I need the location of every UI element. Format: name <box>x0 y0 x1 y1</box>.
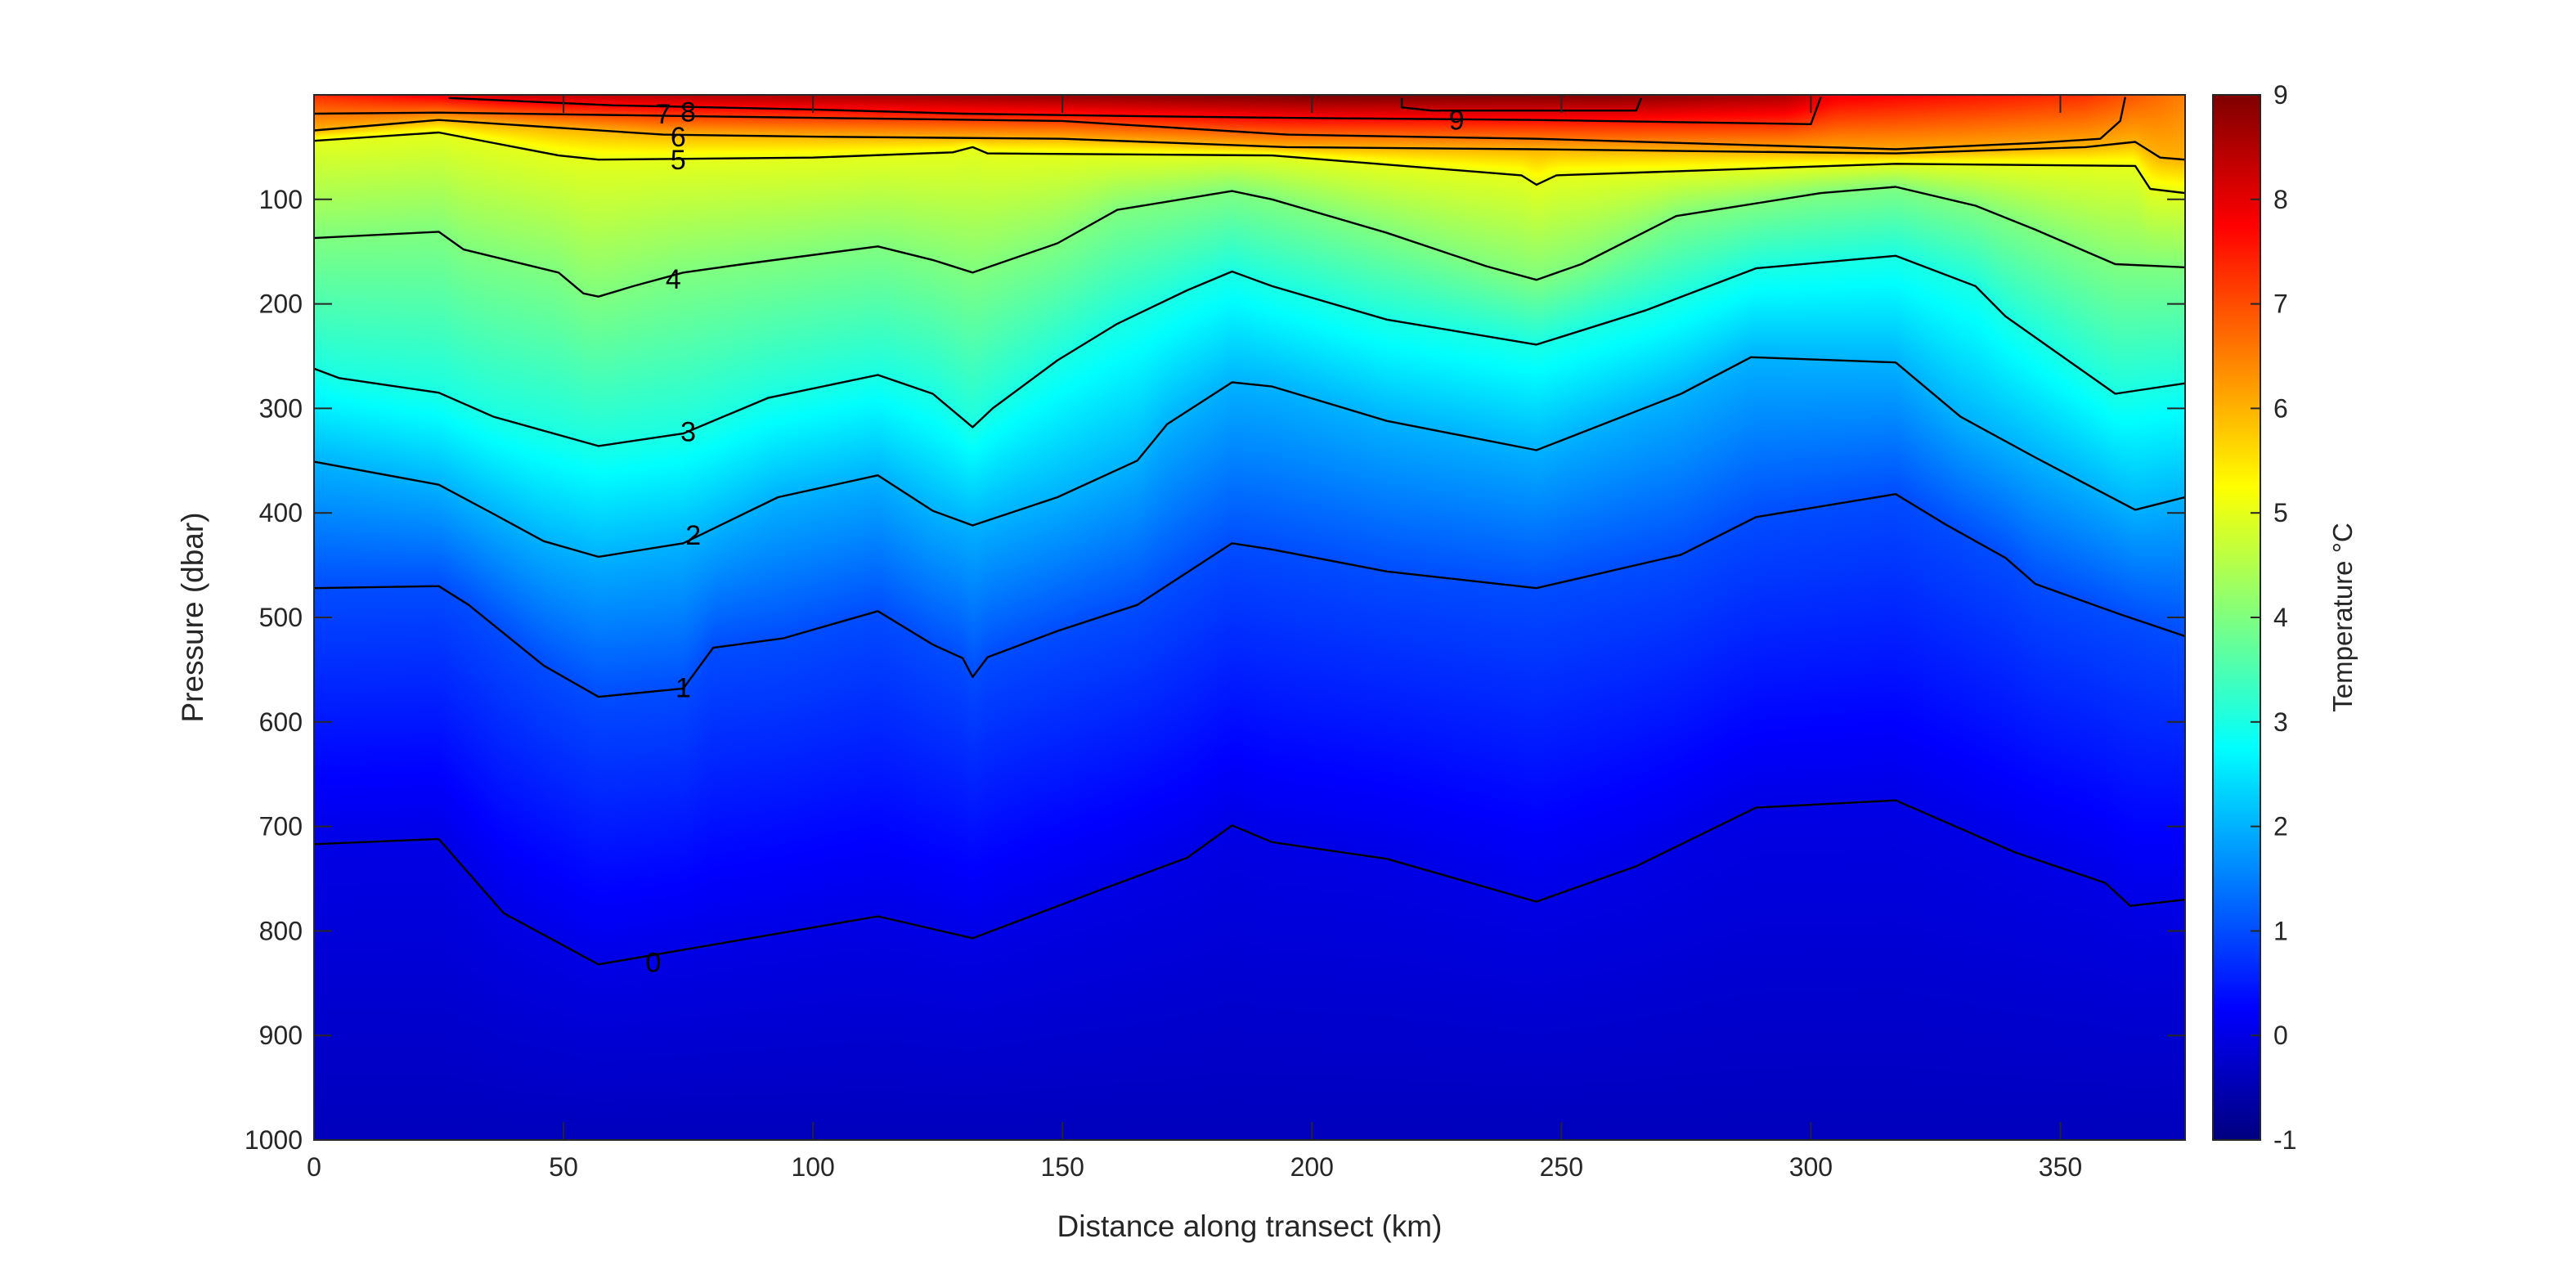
colorbar-tick-label: 9 <box>2273 80 2288 110</box>
colorbar-tick-label: 6 <box>2273 393 2288 423</box>
y-tick-label: 700 <box>259 812 303 841</box>
x-axis-label: Distance along transect (km) <box>1057 1209 1443 1243</box>
isotherm-5 <box>313 131 2186 195</box>
contour-label-7: 7 <box>656 99 671 130</box>
colorbar-tick-label: -1 <box>2273 1125 2296 1155</box>
axis-ticks: 0 50 100 150 200 250 300 3501002003004005006007… <box>245 80 2297 1182</box>
colorbar-tick-label: 8 <box>2273 185 2288 214</box>
contour-label-5: 5 <box>671 145 686 176</box>
x-tick-label: 50 <box>549 1152 578 1182</box>
isotherm-0 <box>313 799 2186 966</box>
contour-label-2: 2 <box>685 520 701 551</box>
contour-lines <box>313 96 2186 966</box>
contour-label-8: 8 <box>680 96 696 128</box>
isotherm-8 <box>448 96 1822 125</box>
colorbar-tick-label: 2 <box>2273 812 2288 841</box>
y-axis-label: Pressure (dbar) <box>176 512 209 722</box>
contour-label-9: 9 <box>1449 105 1465 137</box>
x-tick-label: 100 <box>791 1152 834 1182</box>
colorbar-tick-label: 7 <box>2273 289 2288 319</box>
contour-label-0: 0 <box>645 948 661 979</box>
y-tick-label: 300 <box>259 393 303 423</box>
contour-labels: 0 1 2 3 4 567 8 9 <box>645 96 1464 978</box>
plot-frame <box>313 94 2186 1141</box>
isotherm-4 <box>313 186 2186 298</box>
isotherm-2 <box>313 356 2186 559</box>
colorbar-tick-label: 0 <box>2273 1021 2288 1050</box>
isotherm-3 <box>313 254 2186 447</box>
contour-label-4: 4 <box>666 264 681 295</box>
y-tick-label: 100 <box>259 185 303 214</box>
y-tick-label: 500 <box>259 603 303 632</box>
isotherm-6 <box>313 119 2186 161</box>
y-tick-label: 200 <box>259 289 303 319</box>
x-tick-label: 300 <box>1789 1152 1833 1182</box>
contour-label-1: 1 <box>675 673 691 704</box>
colorbar-tick-label: 4 <box>2273 603 2288 632</box>
x-tick-label: 250 <box>1540 1152 1583 1182</box>
y-tick-label: 400 <box>259 498 303 527</box>
x-tick-label: 200 <box>1290 1152 1334 1182</box>
contour-label-3: 3 <box>680 417 696 448</box>
y-tick-label: 1000 <box>245 1125 303 1155</box>
colorbar-tick-label: 1 <box>2273 916 2288 945</box>
x-tick-label: 0 <box>307 1152 321 1182</box>
colorbar-tick-label: 3 <box>2273 707 2288 737</box>
isotherm-1 <box>313 493 2186 698</box>
colorbar-tick-label: 5 <box>2273 498 2288 527</box>
x-tick-label: 350 <box>2039 1152 2082 1182</box>
isotherm-7 <box>313 96 2126 150</box>
colorbar-label: Temperature °C <box>2327 523 2358 711</box>
y-tick-label: 600 <box>259 707 303 737</box>
isotherm-9 <box>1400 97 1643 112</box>
y-tick-label: 800 <box>259 916 303 945</box>
contour-label-6: 6 <box>671 122 686 153</box>
x-tick-label: 150 <box>1041 1152 1084 1182</box>
temperature-heatmap <box>314 95 2185 1140</box>
y-tick-label: 900 <box>259 1021 303 1050</box>
